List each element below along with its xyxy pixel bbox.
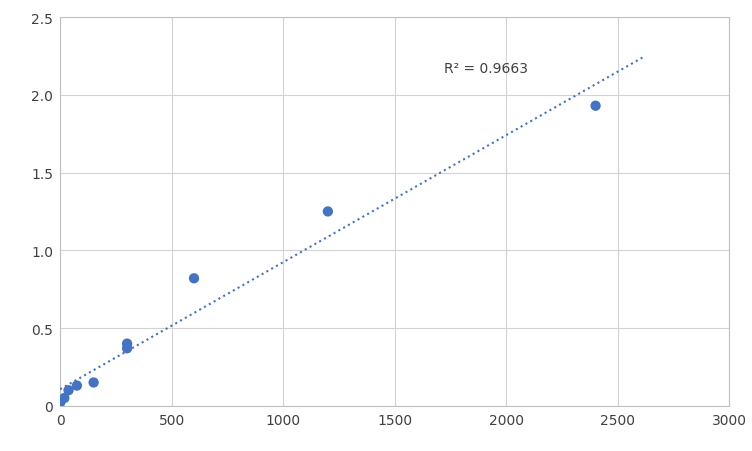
Point — [590, 103, 602, 110]
Point — [87, 379, 99, 386]
Point — [71, 382, 83, 389]
Point — [59, 395, 71, 402]
Text: R² = 0.9663: R² = 0.9663 — [444, 61, 528, 75]
Point — [54, 399, 66, 406]
Point — [121, 345, 133, 352]
Point — [121, 340, 133, 347]
Point — [62, 387, 74, 394]
Point — [188, 275, 200, 282]
Point — [322, 208, 334, 216]
